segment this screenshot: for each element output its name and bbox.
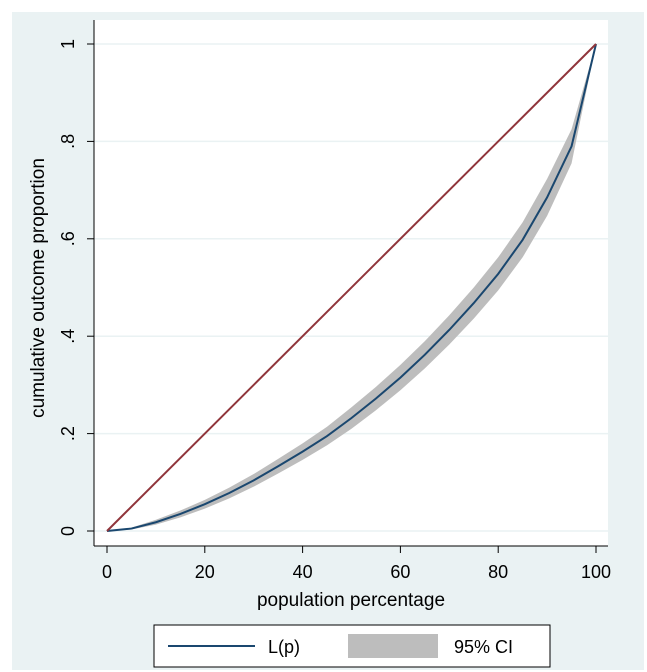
x-tick-label-4: 80: [488, 562, 508, 582]
y-axis-title: cumulative outcome proportion: [28, 158, 49, 418]
x-tick-label-5: 100: [581, 562, 611, 582]
x-tick-label-1: 20: [195, 562, 215, 582]
legend: L(p) 95% CI: [153, 624, 551, 668]
axes: 0 20 40 60 80 100 0 .2 .4 .6 .8 1: [58, 20, 611, 582]
y-tick-label-0: 0: [58, 526, 78, 536]
lorenz-curve-line: [106, 43, 597, 532]
legend-label-ci: 95% CI: [454, 637, 513, 657]
y-tick-label-5: 1: [58, 39, 78, 49]
equality-line: [106, 43, 597, 532]
ci-band-layer: [107, 44, 596, 531]
y-tick-label-4: .8: [58, 134, 78, 149]
x-axis-title: population percentage: [257, 590, 445, 611]
x-tick-label-0: 0: [102, 562, 112, 582]
legend-swatch-ci: [348, 634, 438, 658]
series-lines: [106, 43, 597, 532]
legend-label-lp: L(p): [268, 637, 300, 657]
y-tick-label-2: .4: [58, 329, 78, 344]
x-tick-label-2: 40: [293, 562, 313, 582]
y-tick-label-1: .2: [58, 426, 78, 441]
ci-band: [107, 44, 596, 531]
x-tick-label-3: 60: [390, 562, 410, 582]
y-tick-label-3: .6: [58, 231, 78, 246]
